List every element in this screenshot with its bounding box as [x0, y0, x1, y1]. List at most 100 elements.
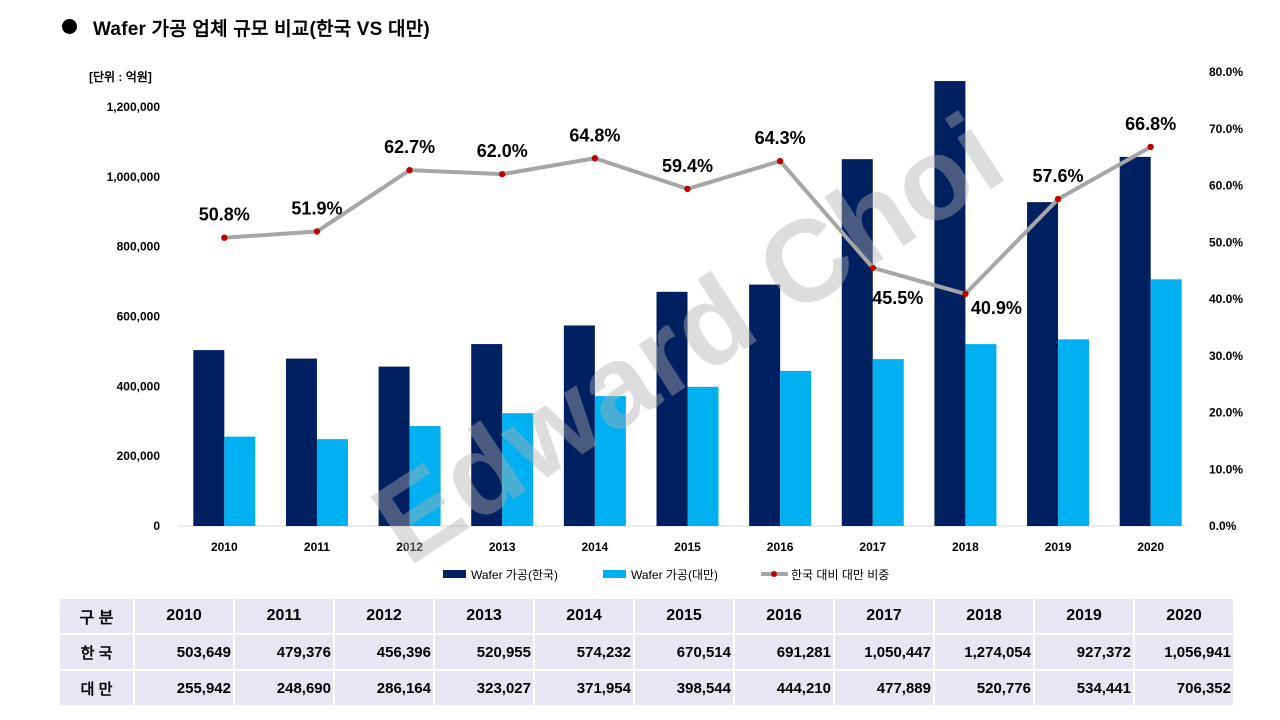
ratio-data-label: 50.8% — [199, 205, 250, 225]
table-cell: 444,210 — [733, 669, 835, 707]
bar-korea — [841, 159, 873, 526]
ratio-marker — [406, 166, 413, 174]
ratio-marker — [313, 228, 321, 235]
table-cell: 2014 — [533, 597, 635, 635]
table-cell: 1,050,447 — [833, 633, 935, 671]
table-cell: 503,649 — [133, 633, 235, 671]
legend-item-korea: Wafer 가공(한국) — [443, 566, 558, 582]
bar-taiwan — [965, 344, 997, 526]
legend-label-korea: Wafer 가공(한국) — [471, 567, 559, 582]
x-tick-label: 2015 — [674, 540, 701, 554]
table-row: 대 만 255,942 248,690 286,164 323,027 371,954 39… — [58, 669, 1235, 707]
table-cell: 2013 — [433, 597, 535, 635]
bar-taiwan — [224, 436, 256, 526]
bar-taiwan — [687, 386, 719, 526]
y-left-tick-label: 800,000 — [117, 240, 161, 254]
bar-korea — [1119, 156, 1151, 527]
ratio-marker — [499, 170, 506, 178]
x-tick-label: 2011 — [304, 540, 330, 554]
table-cell: 520,955 — [433, 633, 535, 671]
bar-korea — [1027, 202, 1059, 526]
table-cell: 323,027 — [433, 669, 535, 707]
table-cell: 398,544 — [633, 669, 735, 707]
table-cell: 한 국 — [58, 633, 135, 671]
table-cell: 2016 — [733, 597, 835, 635]
y-right-tick-label: 40.0% — [1209, 292, 1243, 306]
x-tick-label: 2018 — [952, 540, 979, 554]
y-right-tick-label: 30.0% — [1209, 349, 1243, 363]
ratio-marker — [1147, 143, 1154, 151]
bar-korea — [285, 358, 317, 526]
x-tick-label: 2016 — [767, 540, 794, 554]
ratio-marker — [684, 185, 691, 193]
bar-korea — [749, 284, 781, 526]
table-cell: 2010 — [133, 597, 235, 635]
legend-item-taiwan: Wafer 가공(대만) — [603, 566, 718, 582]
table-cell: 286,164 — [333, 669, 435, 707]
x-tick-label: 2014 — [582, 540, 609, 554]
ratio-data-label: 64.8% — [569, 125, 620, 145]
table-cell: 2012 — [333, 597, 435, 635]
ratio-data-label: 59.4% — [662, 156, 713, 176]
y-left-tick-label: 1,000,000 — [107, 170, 161, 184]
ratio-data-label: 62.0% — [477, 141, 528, 161]
combo-chart: 0 200,000 400,000 600,000 800,000 1,000,000 1,… — [107, 65, 1244, 554]
table-cell: 2017 — [833, 597, 935, 635]
chart-title: Wafer 가공 업체 규모 비교(한국 VS 대만) — [93, 19, 430, 40]
table-cell: 2015 — [633, 597, 735, 635]
ratio-data-label: 64.3% — [755, 128, 806, 148]
bar-taiwan — [872, 359, 904, 526]
y-left-tick-label: 200,000 — [117, 449, 161, 463]
x-tick-label: 2019 — [1045, 540, 1072, 554]
y-left-tick-label: 400,000 — [117, 379, 161, 393]
bullet-icon — [62, 19, 77, 34]
y-right-tick-label: 80.0% — [1209, 65, 1243, 79]
ratio-marker — [221, 234, 228, 241]
table-cell: 534,441 — [1033, 669, 1135, 707]
ratio-marker — [1054, 195, 1062, 203]
y-left-tick-label: 600,000 — [117, 309, 161, 323]
bar-korea — [563, 325, 595, 526]
table-cell: 2020 — [1133, 597, 1235, 635]
bar-taiwan — [409, 426, 441, 526]
x-tick-label: 2010 — [211, 540, 238, 554]
x-tick-label: 2012 — [396, 540, 423, 554]
ratio-data-label: 51.9% — [291, 198, 342, 218]
ratio-data-label: 57.6% — [1033, 166, 1084, 186]
data-table: 구 분 2010 2011 2012 2013 2014 2015 2016 2017 2018 2… — [58, 597, 1235, 707]
bar-taiwan — [1150, 279, 1182, 526]
legend-line-marker-icon — [761, 566, 788, 582]
ratio-data-label: 40.9% — [971, 298, 1022, 318]
x-tick-label: 2013 — [489, 540, 516, 554]
legend-item-ratio: 한국 대비 대만 비중 — [761, 566, 889, 582]
ratio-marker — [776, 157, 784, 165]
table-cell: 479,376 — [233, 633, 335, 671]
bar-korea — [193, 350, 225, 526]
y-left-tick-label: 0 — [153, 519, 160, 533]
y-left-tick-label: 1,200,000 — [107, 100, 161, 114]
table-cell: 1,056,941 — [1133, 633, 1235, 671]
table-row: 한 국 503,649 479,376 456,396 520,955 574,232 67… — [58, 633, 1235, 671]
bar-korea — [471, 344, 503, 526]
bar-korea — [934, 81, 966, 526]
table-cell: 371,954 — [533, 669, 635, 707]
bar-taiwan — [594, 396, 626, 526]
bar-korea — [656, 291, 688, 526]
bar-korea — [378, 366, 410, 526]
table-cell: 대 만 — [58, 669, 135, 707]
bar-taiwan — [316, 439, 348, 526]
x-tick-label: 2020 — [1137, 540, 1164, 554]
bar-taiwan — [502, 413, 534, 526]
ratio-data-label: 62.7% — [384, 137, 435, 157]
table-cell: 구 분 — [58, 597, 135, 635]
table-cell: 2011 — [233, 597, 335, 635]
table-cell: 706,352 — [1133, 669, 1235, 707]
bar-taiwan — [1058, 339, 1090, 526]
unit-label: [단위 : 억원] — [89, 70, 152, 84]
y-right-tick-label: 10.0% — [1209, 462, 1243, 476]
ratio-marker — [591, 155, 599, 162]
y-right-tick-label: 0.0% — [1209, 519, 1237, 533]
table-cell: 2018 — [933, 597, 1035, 635]
y-right-tick-label: 70.0% — [1209, 122, 1243, 136]
